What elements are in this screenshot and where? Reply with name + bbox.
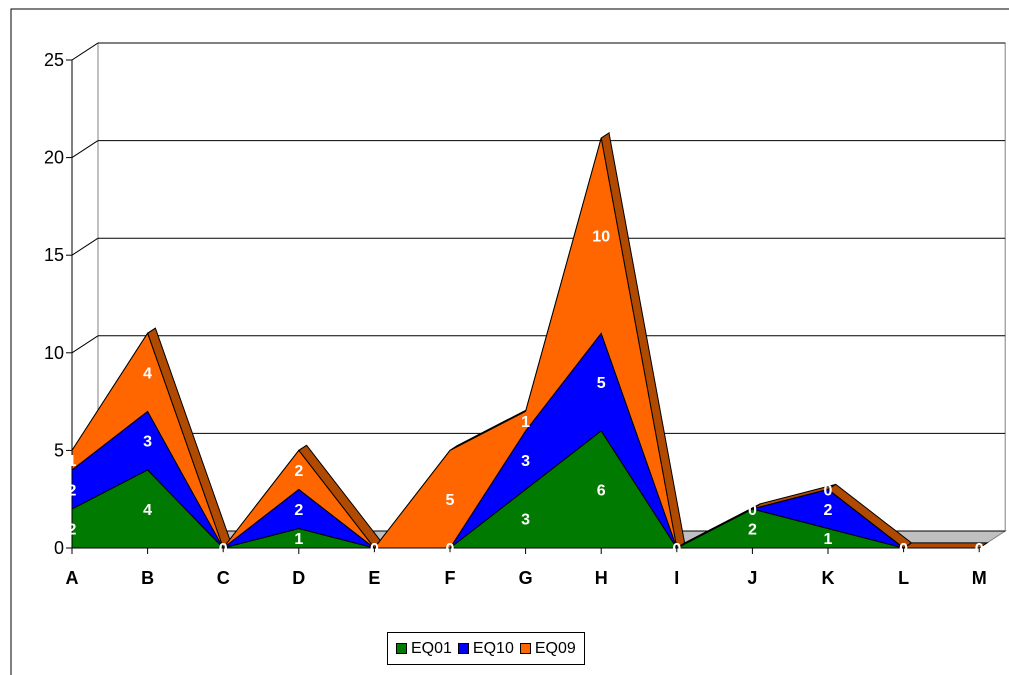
x-tick-label: H [595, 568, 608, 588]
data-label-eq01: 2 [748, 521, 757, 538]
data-label-eq09: 5 [446, 492, 455, 509]
legend-swatch [396, 643, 407, 654]
gridline-diag [71, 42, 99, 61]
data-label-eq09: 2 [294, 463, 303, 480]
data-label-eq09: 1 [68, 453, 77, 470]
gridline-diag [71, 140, 99, 159]
legend-item-eq09: EQ09 [519, 639, 576, 658]
x-tick-label: C [217, 568, 230, 588]
y-tick-label: 10 [44, 343, 64, 363]
data-label-eq01: 1 [294, 531, 303, 548]
data-label-eq10: 0 [748, 502, 757, 519]
chart-frame [10, 8, 1009, 675]
x-tick-label: L [898, 568, 909, 588]
legend-swatch [457, 643, 469, 654]
x-tick-label: K [822, 568, 835, 588]
gridline-diag [71, 237, 99, 256]
y-tick-label: 5 [54, 440, 64, 460]
x-tick-label: D [292, 568, 305, 588]
data-label-eq01: 4 [143, 502, 152, 519]
data-label-eq01: 1 [824, 531, 833, 548]
data-label-eq01: 0 [370, 541, 379, 558]
legend: EQ01 EQ10 EQ09 [387, 632, 585, 665]
data-label-eq10: 3 [143, 434, 152, 451]
legend-label: EQ09 [534, 639, 576, 657]
legend-label: EQ01 [411, 639, 452, 657]
data-label-eq01: 0 [672, 541, 681, 558]
x-tick-label: F [445, 568, 456, 588]
series-areas [71, 131, 989, 550]
data-label-eq01: 3 [521, 512, 530, 529]
data-label-eq10: 5 [597, 375, 606, 392]
x-tick-label: I [674, 568, 679, 588]
y-tick-label: 20 [44, 148, 64, 168]
legend-label: EQ10 [472, 639, 514, 657]
data-label-eq09: 4 [143, 365, 152, 382]
data-label-eq10: 2 [68, 482, 77, 499]
legend-swatch [519, 643, 531, 654]
legend-item-eq01: EQ01 [396, 640, 452, 658]
data-label-eq01: 2 [68, 521, 77, 538]
data-label-eq01: 0 [975, 541, 984, 558]
data-label-eq10: 3 [521, 453, 530, 470]
data-label-eq01: 0 [899, 541, 908, 558]
gridline-diag [71, 335, 99, 354]
data-label-eq09: 1 [521, 414, 530, 431]
data-label-eq10: 2 [294, 502, 303, 519]
data-label-eq01: 0 [219, 541, 228, 558]
x-tick-label: A [66, 568, 79, 588]
x-tick-label: J [747, 568, 757, 588]
y-tick-label: 15 [44, 245, 64, 265]
legend-item-eq10: EQ10 [457, 639, 514, 658]
data-label-eq01: 0 [446, 541, 455, 558]
x-tick-label: M [972, 568, 987, 588]
data-label-eq10: 2 [824, 502, 833, 519]
x-tick-label: E [368, 568, 380, 588]
data-label-eq09: 0 [824, 482, 833, 499]
data-label-eq01: 6 [597, 482, 606, 499]
data-label-eq09: 10 [592, 229, 610, 246]
y-tick-label: 0 [54, 538, 64, 558]
y-tick-label: 25 [44, 50, 64, 70]
x-tick-label: B [141, 568, 154, 588]
x-tick-label: G [519, 568, 533, 588]
